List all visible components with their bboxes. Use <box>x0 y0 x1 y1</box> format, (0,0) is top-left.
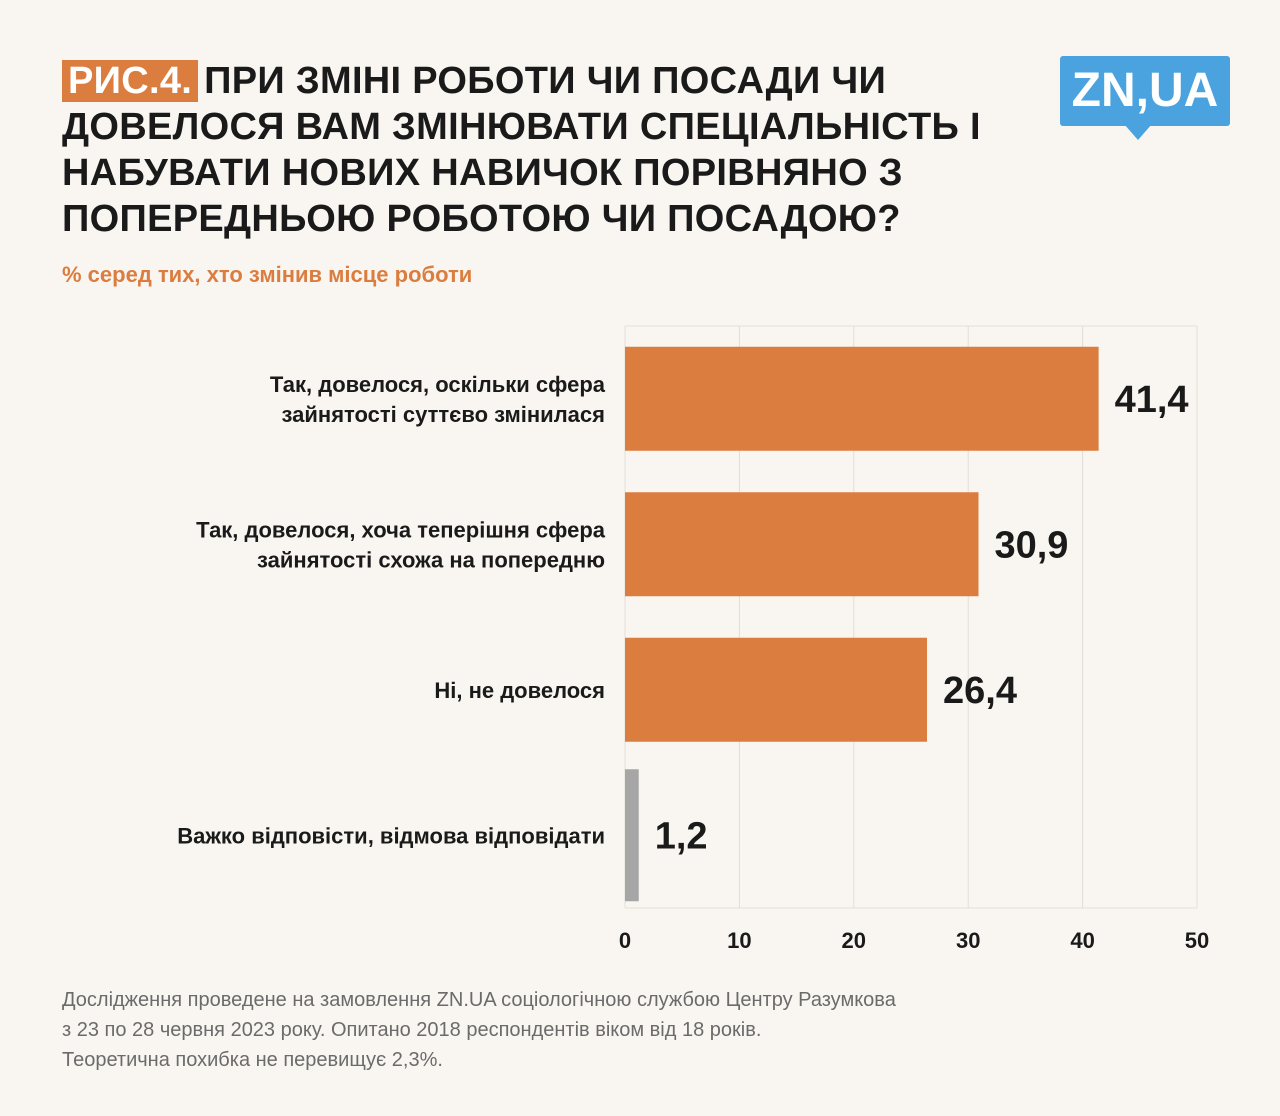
bar-value-label-4: 1,2 <box>655 815 708 857</box>
x-tick-label-20: 20 <box>842 928 866 953</box>
bar-value-label-1: 41,4 <box>1115 379 1189 421</box>
title-block: Рис.4. При зміні роботи чи посади чи дове… <box>62 58 1022 242</box>
x-tick-label-50: 50 <box>1185 928 1209 953</box>
bar-1 <box>625 346 1099 451</box>
footnote-line-3: Теоретична похибка не перевищує 2,3%. <box>62 1049 443 1071</box>
bar-value-label-2: 30,9 <box>994 524 1068 566</box>
x-tick-label-40: 40 <box>1070 928 1094 953</box>
category-label-1-line-1: Так, довелося, оскільки сфера <box>270 372 606 397</box>
category-label-1-line-2: зайнятості суттєво змінилася <box>282 402 606 427</box>
category-label-4-line-1: Важко відповісти, відмова відповідати <box>177 823 605 848</box>
footnote-line-2: з 23 по 28 червня 2023 року. Опитано 201… <box>62 1019 762 1041</box>
x-tick-label-10: 10 <box>727 928 751 953</box>
logo-speech-tail <box>1124 124 1152 140</box>
chart-title: Рис.4. При зміні роботи чи посади чи дове… <box>62 58 1022 242</box>
title-text: При зміні роботи чи посади чи довелося в… <box>62 60 981 240</box>
bar-value-label-3: 26,4 <box>943 670 1017 712</box>
footnote: Дослідження проведене на замовлення ZN.U… <box>62 985 1212 1075</box>
chart-subtitle: % серед тих, хто змінив місце роботи <box>62 262 473 287</box>
category-label-2-line-2: зайнятості схожа на попередню <box>257 547 605 572</box>
category-label-2-line-1: Так, довелося, хоча теперішня сфера <box>196 517 606 542</box>
category-label-3-line-1: Ні, не довелося <box>434 678 605 703</box>
x-tick-label-30: 30 <box>956 928 980 953</box>
bar-4 <box>625 769 639 902</box>
bar-3 <box>625 637 928 742</box>
zn-ua-logo: ZN,UA <box>1060 56 1230 126</box>
x-tick-label-0: 0 <box>619 928 631 953</box>
figure-label: Рис.4. <box>62 60 199 102</box>
footnote-line-1: Дослідження проведене на замовлення ZN.U… <box>62 989 896 1011</box>
bar-2 <box>625 492 979 597</box>
bar-chart: 0 10 20 30 40 50 41,4 Так, довелося, оскільки с… <box>177 325 1209 953</box>
